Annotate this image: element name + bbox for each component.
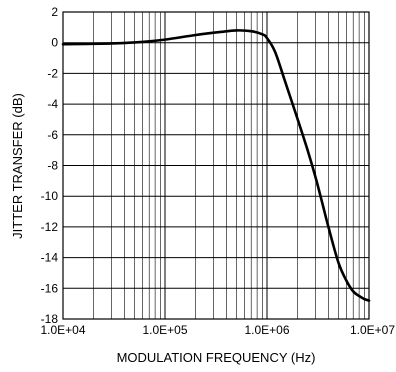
y-axis-label: JITTER TRANSFER (dB)	[10, 93, 25, 239]
y-tick-label: -12	[41, 220, 59, 234]
x-tick-label: 1.0E+07	[350, 323, 395, 337]
y-tick-label: -10	[41, 189, 59, 203]
x-tick-label: 1.0E+06	[244, 323, 289, 337]
y-tick-label: -2	[47, 66, 58, 80]
x-tick-label: 1.0E+05	[142, 323, 187, 337]
y-tick-label: -4	[47, 97, 58, 111]
jitter-transfer-line	[61, 29, 371, 302]
y-tick-labels: 2 0 -2 -4 -6 -8 -10 -12 -14 -16 -18	[41, 5, 59, 326]
y-tick-label: -16	[41, 281, 59, 295]
x-tick-labels: 1.0E+04 1.0E+05 1.0E+06 1.0E+07	[40, 323, 395, 337]
y-tick-label: -8	[47, 159, 58, 173]
y-tick-label: -14	[41, 251, 59, 265]
x-axis-label: MODULATION FREQUENCY (Hz)	[117, 350, 316, 365]
y-tick-label: 2	[51, 5, 58, 19]
plot-frame	[62, 11, 370, 320]
y-tick-label: -6	[47, 128, 58, 142]
grid	[62, 11, 369, 320]
y-tick-label: -18	[41, 312, 59, 326]
x-tick-label: 1.0E+04	[40, 323, 85, 337]
y-tick-label: 0	[51, 36, 58, 50]
